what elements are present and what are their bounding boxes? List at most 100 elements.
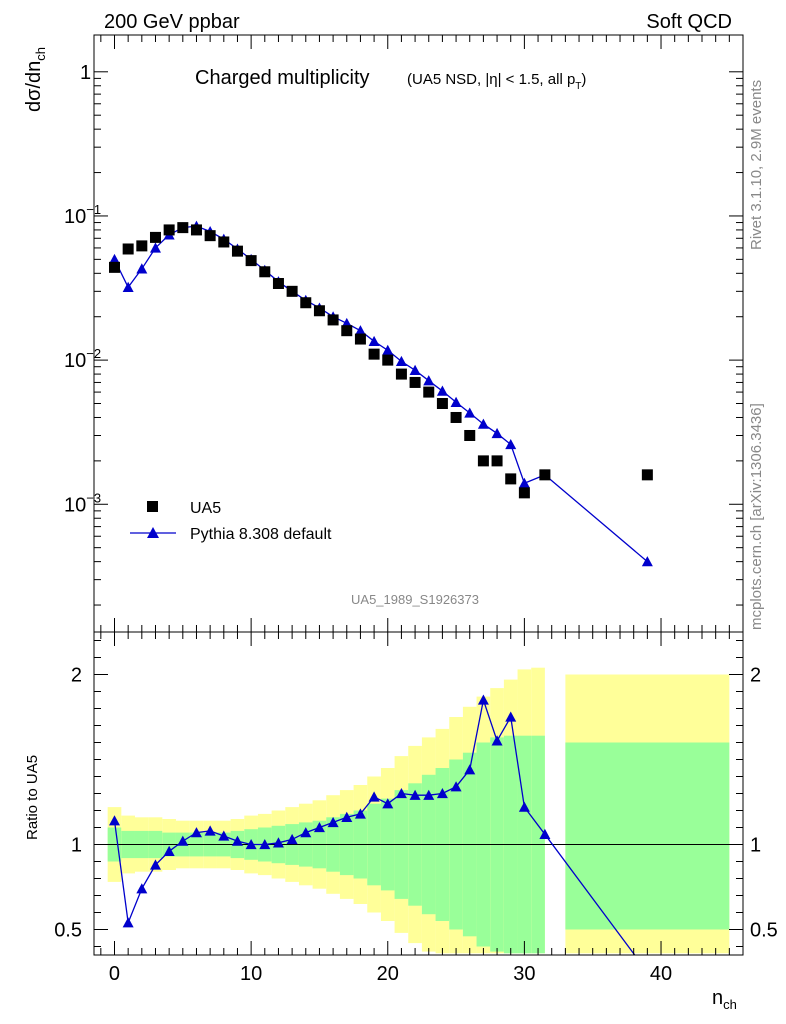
rivet-label: Rivet 3.1.10, 2.9M events [748, 80, 765, 250]
ratio-y-tick-label-right: 1 [750, 835, 761, 857]
ratio-y-tick-label: 0.5 [54, 920, 82, 942]
ua5-point [477, 455, 489, 467]
ua5-point [409, 376, 421, 388]
ratio-x-label: nch [712, 987, 737, 1012]
ratio-point [395, 788, 407, 799]
ua5-point [436, 398, 448, 410]
ratio-y-label: Ratio to UA5 [24, 755, 41, 840]
ratio-point [464, 764, 476, 775]
ua5-point [354, 333, 366, 345]
ua5-point [190, 224, 202, 236]
legend-pythia-marker [147, 527, 159, 538]
pythia-point [122, 281, 134, 292]
ratio-point [272, 837, 284, 848]
ratio-y-tick-label-right: 2 [750, 665, 761, 687]
ratio-point [354, 808, 366, 819]
pythia-point [518, 477, 530, 488]
ratio-panel: 0.5 0.5 1 1 2 2 0 10 20 30 40 Ratio to UA5 nch [24, 631, 778, 1012]
main-y-tick-label: 1 [80, 62, 91, 84]
ua5-point [539, 469, 551, 481]
ratio-point [423, 789, 435, 800]
legend-ua5-marker [147, 501, 158, 512]
ratio-point [190, 827, 202, 838]
ratio-point [505, 711, 517, 722]
series-ua5 [108, 222, 653, 499]
ua5-point [218, 236, 230, 248]
header-left: 200 GeV ppbar [104, 11, 240, 33]
ua5-point [313, 305, 325, 317]
mcplots-label: mcplots.cern.ch [arXiv:1306.3436] [748, 403, 765, 630]
ratio-point [436, 788, 448, 799]
ua5-point [491, 455, 503, 467]
legend: UA5 Pythia 8.308 default [130, 500, 332, 543]
analysis-label: UA5_1989_S1926373 [351, 592, 479, 607]
ua5-point [368, 348, 380, 360]
ua5-point [286, 285, 298, 297]
ratio-point [108, 815, 120, 826]
ua5-point [423, 386, 435, 398]
ratio-point [149, 859, 161, 870]
ratio-point [382, 798, 394, 809]
ratio-point [539, 828, 551, 839]
ratio-point [341, 811, 353, 822]
ratio-pythia [108, 694, 636, 955]
ua5-point [341, 325, 353, 337]
ratio-point [204, 825, 216, 836]
ua5-point [122, 243, 134, 255]
ratio-y-tick-label-right: 0.5 [750, 920, 778, 942]
ua5-point [382, 354, 394, 366]
pythia-point [382, 344, 394, 355]
ratio-point [450, 781, 462, 792]
ratio-point [491, 735, 503, 746]
ratio-point [477, 694, 489, 705]
ratio-x-tick-label: 0 [109, 963, 120, 985]
band-inner [565, 742, 730, 930]
ua5-point [505, 473, 517, 485]
ratio-x-tick-label: 20 [377, 963, 399, 985]
pythia-point [423, 375, 435, 386]
ua5-point [518, 487, 530, 499]
ratio-point [259, 839, 271, 850]
ua5-point [245, 255, 257, 267]
pythia-point [136, 263, 148, 274]
pythia-point [354, 325, 366, 336]
pythia-point [436, 385, 448, 396]
main-y-label: dσ/dnch [23, 47, 48, 112]
ua5-point [450, 411, 462, 423]
ratio-point [122, 917, 134, 928]
chart-subtitle: (UA5 NSD, |η| < 1.5, all pT) [407, 71, 586, 92]
uncertainty-bands [107, 667, 730, 954]
ua5-point [641, 469, 653, 481]
ratio-x-tick-label: 10 [240, 963, 262, 985]
pythia-point [409, 364, 421, 375]
ratio-point [231, 835, 243, 846]
ua5-point [108, 261, 120, 273]
ratio-point [368, 791, 380, 802]
ua5-point [272, 277, 284, 289]
pythia-point [450, 396, 462, 407]
pythia-point [108, 253, 120, 265]
ratio-point [286, 833, 298, 845]
main-panel: Charged multiplicity (UA5 NSD, |η| < 1.5… [23, 34, 744, 633]
ratio-x-tick-label: 40 [650, 963, 672, 985]
ua5-point [204, 230, 216, 242]
pythia-point [505, 438, 517, 450]
ratio-point [218, 830, 230, 841]
ratio-y-tick-label: 1 [71, 835, 82, 857]
ratio-point [136, 883, 148, 894]
main-y-tick-label: 10−3 [64, 490, 101, 516]
legend-ua5-label: UA5 [190, 500, 221, 517]
ua5-point [464, 429, 476, 441]
ratio-point [518, 801, 530, 812]
ua5-point [163, 224, 175, 236]
ua5-point [231, 245, 243, 257]
ratio-point [163, 845, 175, 856]
ratio-y-tick-label: 2 [71, 665, 82, 687]
pythia-point [641, 556, 653, 567]
ratio-point [409, 789, 421, 800]
legend-pythia-label: Pythia 8.308 default [190, 526, 332, 543]
chart-title: Charged multiplicity [195, 67, 370, 89]
ratio-x-tick-label: 30 [513, 963, 535, 985]
ua5-point [300, 297, 312, 309]
ua5-point [136, 240, 148, 252]
